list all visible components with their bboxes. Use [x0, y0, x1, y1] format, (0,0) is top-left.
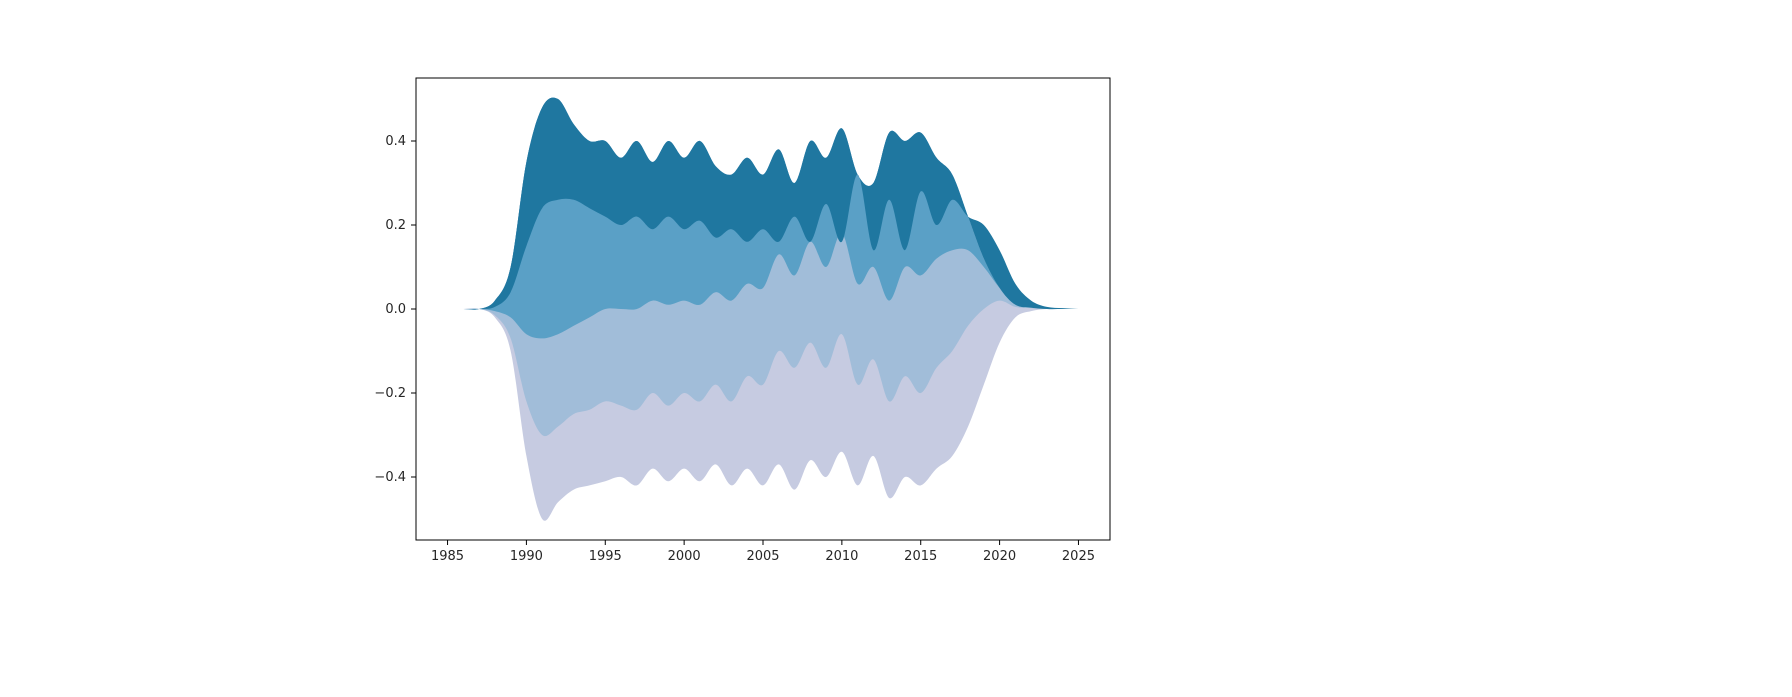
stream-layers — [416, 98, 1110, 521]
x-tick-label: 2025 — [1062, 549, 1095, 564]
y-tick-label: 0.2 — [385, 218, 406, 233]
y-tick-label: −0.4 — [374, 470, 406, 485]
y-tick-label: −0.2 — [374, 386, 406, 401]
x-tick-label: 1990 — [510, 549, 543, 564]
x-tick-label: 2010 — [825, 549, 858, 564]
chart-container: 1985 1990 1995 2000 2005 2010 2015 2020 2025 −0.4… — [0, 0, 1792, 697]
y-tick-label: 0.4 — [385, 134, 406, 149]
x-tick-label: 2005 — [746, 549, 779, 564]
x-tick-label: 2015 — [904, 549, 937, 564]
x-tick-label: 2000 — [668, 549, 701, 564]
x-tick-label: 1985 — [431, 549, 464, 564]
streamgraph-chart: 1985 1990 1995 2000 2005 2010 2015 2020 2025 −0.4… — [0, 0, 1792, 697]
y-tick-label: 0.0 — [385, 302, 406, 317]
x-tick-label: 2020 — [983, 549, 1016, 564]
x-tick-label: 1995 — [589, 549, 622, 564]
